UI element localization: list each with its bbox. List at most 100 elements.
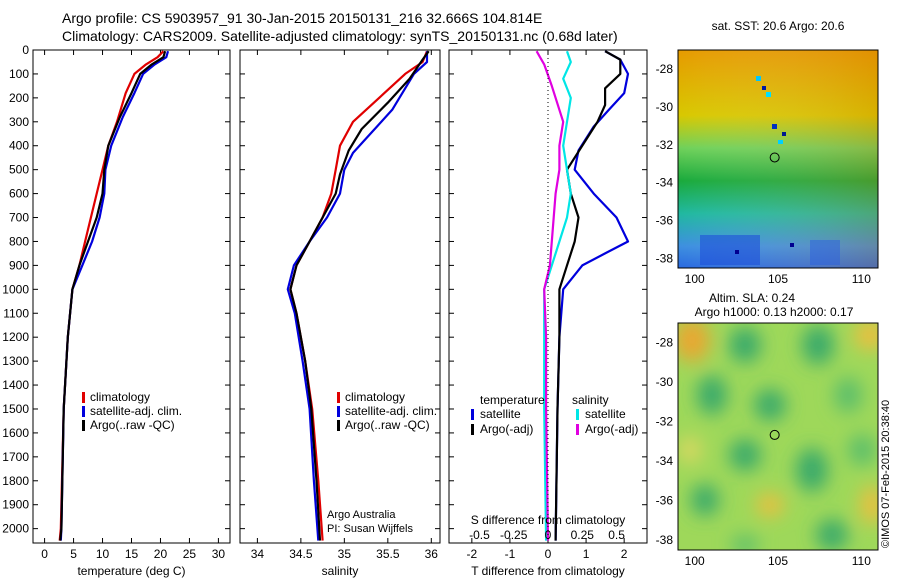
sst-map [677,49,879,269]
legend-swatch [337,392,340,403]
x-tick-label: 5 [70,547,77,561]
x-tick-label: 20 [154,547,168,561]
sst-map-argo-marker [769,152,780,163]
watermark: ©IMOS 07-Feb-2015 20:38:40 [880,399,892,548]
y-tick-label: 400 [9,139,29,153]
series-line-red [289,50,429,541]
map-title: sat. SST: 20.6 Argo: 20.6 [712,19,845,33]
series-line-black [289,50,430,541]
map-x-tick-label: 110 [852,554,871,568]
legend-label: Argo(..raw -QC) [345,418,430,432]
x-tick-label: 35.5 [376,547,400,561]
series-line-blue [59,50,170,541]
legend-label: climatology [90,390,150,404]
y-tick-label: 1500 [2,402,29,416]
legend-label: satellite-adj. clim. [345,404,437,418]
map-x-tick-label: 100 [685,554,705,568]
legend-label: Argo(-adj) [585,422,638,436]
y-tick-label: 1000 [2,282,29,296]
map-y-tick-label: -30 [656,375,674,389]
y-tick-label: 500 [9,163,29,177]
map-y-tick-label: -28 [656,62,674,76]
map-y-tick-label: -28 [656,336,674,350]
legend-swatch [576,424,579,435]
series-line-magenta [535,50,565,541]
header-line-1: Argo profile: CS 5903957_91 30-Jan-2015 … [62,10,543,26]
s-tick-label: -0.25 [500,528,528,542]
y-tick-label: 2000 [2,522,29,536]
legend-swatch [82,420,85,431]
x-tick-label: 36 [425,547,439,561]
series-line-red [58,50,165,541]
x-tick-label: 34.5 [289,547,313,561]
y-tick-label: 900 [9,258,29,272]
y-tick-label: 600 [9,187,29,201]
s-tick-label: -0.5 [469,528,490,542]
y-tick-label: 100 [9,67,29,81]
map-x-tick-label: 105 [768,272,788,286]
map-y-tick-label: -34 [656,176,674,190]
x-tick-label: 30 [212,547,226,561]
y-tick-label: 0 [22,43,29,57]
y-tick-label: 1600 [2,426,29,440]
panel-annotation: Argo Australia [327,509,396,521]
map-x-tick-label: 110 [852,272,871,286]
y-tick-label: 1400 [2,378,29,392]
map-y-tick-label: -38 [656,533,674,547]
map-y-tick-label: -30 [656,100,674,114]
legend-swatch [337,406,340,417]
x-axis-label: temperature (deg C) [77,564,185,578]
header-line-2: Climatology: CARS2009. Satellite-adjuste… [62,28,618,44]
x-tick-label: 0 [41,547,48,561]
x-axis-label: salinity [322,564,359,578]
y-tick-label: 800 [9,234,29,248]
profile-panel-2: -2 -1 0 1 2 T difference from climatology S di… [448,49,648,578]
map-subtitle: Argo h1000: 0.13 h2000: 0.17 [695,305,854,319]
y-tick-label: 300 [9,115,29,129]
legend-label: Argo(-adj) [480,422,533,436]
sla-map-field [678,323,878,550]
series-line-blue [554,50,630,541]
x-tick-label: 10 [96,547,110,561]
s-tick-label: 0.5 [608,528,625,542]
s-tick-label: 0 [545,528,552,542]
sst-map-shading [678,50,878,268]
s-axis-label: S difference from climatology [471,513,626,527]
legend-swatch [471,424,474,435]
series-line-black [554,50,622,541]
legend-swatch [82,392,85,403]
legend-swatch [337,420,340,431]
legend-swatch [471,409,474,420]
y-tick-label: 1200 [2,330,29,344]
map-axes-1: 100 105 110 -28 -30 -32 -34 -36 -38 Altim. SLA: 0… [656,291,872,568]
map-y-tick-label: -38 [656,252,674,266]
legend-group-title: temperature [480,393,545,407]
x-tick-label: 2 [621,547,628,561]
x-tick-label: 25 [183,547,197,561]
x-tick-label: 35 [338,547,352,561]
y-tick-label: 200 [9,91,29,105]
map-y-tick-label: -34 [656,454,674,468]
panel-annotation: PI: Susan Wijffels [327,523,413,535]
legend-swatch [576,409,579,420]
legend-label: climatology [345,390,405,404]
x-tick-label: -2 [467,547,478,561]
y-tick-label: 1100 [3,306,29,320]
sst-map-noise [700,76,840,265]
y-tick-label: 1300 [2,354,29,368]
series-line-blue [286,51,429,541]
sla-map-eddies [678,323,878,550]
series-line-black [59,50,167,541]
legend-label: satellite [480,407,521,421]
series-line-cyan [543,50,572,541]
map-y-tick-label: -32 [656,138,674,152]
legend-label: Argo(..raw -QC) [90,418,175,432]
map-y-tick-label: -36 [656,494,674,508]
map-y-tick-label: -36 [656,214,674,228]
map-title: Altim. SLA: 0.24 [709,291,795,305]
x-tick-label: -1 [505,547,516,561]
s-tick-label: 0.25 [571,528,595,542]
legend-label: satellite-adj. clim. [90,404,182,418]
y-tick-label: 1800 [2,474,29,488]
